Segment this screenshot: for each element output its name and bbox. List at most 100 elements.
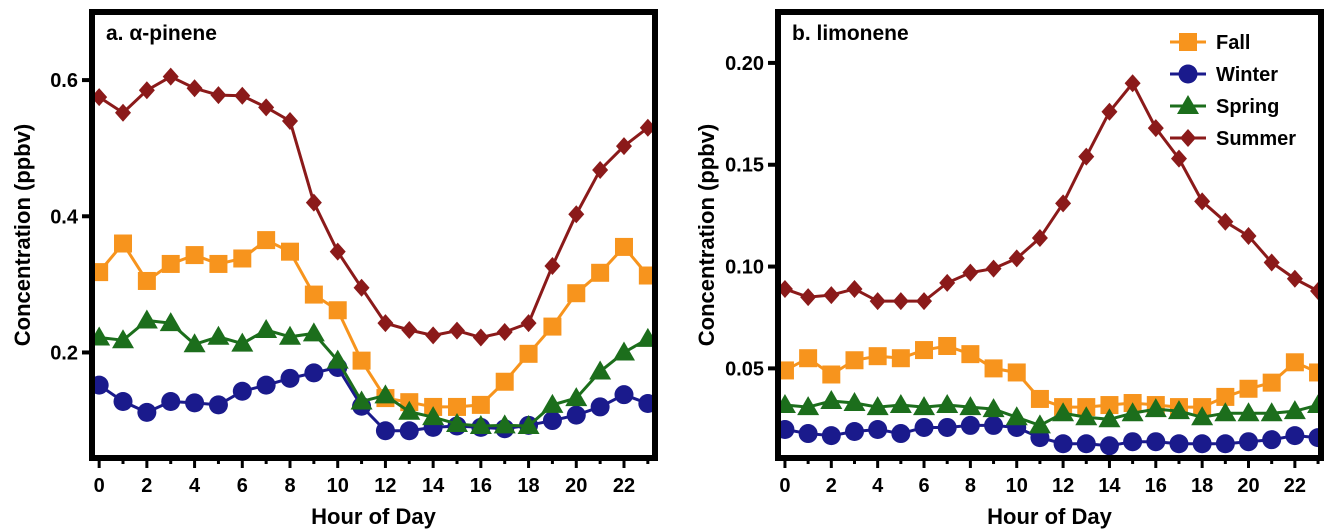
data-point-spring <box>231 332 254 352</box>
data-point-summer <box>162 67 179 86</box>
data-point-spring <box>1307 394 1318 414</box>
data-point-summer <box>258 98 275 117</box>
data-point-spring <box>1167 400 1190 420</box>
data-point-fall <box>891 349 910 368</box>
x-tick-label: 12 <box>1052 475 1074 497</box>
x-tick-label: 0 <box>94 475 105 497</box>
data-point-fall <box>114 234 133 253</box>
data-point-winter <box>1192 434 1212 454</box>
data-point-summer <box>305 193 322 212</box>
data-point-spring <box>374 384 397 404</box>
data-point-summer <box>639 118 652 137</box>
data-point-spring <box>350 390 373 410</box>
data-point-fall <box>233 249 252 268</box>
data-point-summer <box>425 326 442 345</box>
y-tick-label: 0.4 <box>50 206 79 228</box>
data-point-summer <box>210 86 227 105</box>
series-line-winter <box>784 423 1318 448</box>
data-point-spring <box>1028 414 1051 434</box>
legend-label-summer: Summer <box>1216 128 1296 150</box>
data-point-summer <box>1240 227 1257 246</box>
data-point-spring <box>95 326 111 346</box>
x-tick-label: 18 <box>517 475 539 497</box>
data-point-winter <box>937 417 957 437</box>
y-tick-label: 0.15 <box>725 155 764 177</box>
data-point-summer <box>846 279 863 298</box>
data-point-summer <box>1101 102 1118 121</box>
data-point-fall <box>822 365 841 384</box>
data-point-summer <box>353 278 370 297</box>
y-axis-title: Concentration (ppbv) <box>10 124 35 346</box>
data-point-spring <box>398 400 421 420</box>
data-point-spring <box>326 349 349 369</box>
data-point-winter <box>1215 434 1235 454</box>
data-point-spring <box>1052 402 1075 422</box>
data-point-summer <box>1147 119 1164 138</box>
data-point-spring <box>612 341 635 361</box>
data-point-spring <box>1075 406 1098 426</box>
data-point-winter <box>161 391 181 411</box>
data-point-winter <box>95 375 109 395</box>
legend-marker-spring <box>1177 95 1199 114</box>
data-point-summer <box>1217 212 1234 231</box>
data-point-spring <box>1144 398 1167 418</box>
data-point-spring <box>889 394 912 414</box>
data-point-winter <box>566 405 586 425</box>
data-point-spring <box>469 414 492 434</box>
y-tick-label: 0.05 <box>725 358 764 380</box>
data-point-spring <box>959 396 982 416</box>
plot-frame <box>89 9 658 461</box>
data-point-summer <box>544 256 561 275</box>
data-point-summer <box>781 279 793 298</box>
data-point-fall <box>638 266 652 285</box>
plot-frame <box>775 9 1324 461</box>
data-point-fall <box>1030 389 1049 408</box>
x-tick-label: 20 <box>565 475 587 497</box>
data-point-fall <box>281 242 300 261</box>
data-point-spring <box>1191 406 1214 426</box>
data-point-fall <box>961 345 980 364</box>
series-line-fall <box>98 238 649 409</box>
x-tick-label: 6 <box>918 475 929 497</box>
data-point-spring <box>1121 402 1144 422</box>
data-point-summer <box>962 263 979 282</box>
data-point-fall <box>328 301 347 320</box>
y-tick-label: 0.20 <box>725 53 764 75</box>
data-point-summer <box>186 79 203 98</box>
data-point-spring <box>302 322 325 342</box>
data-point-spring <box>112 329 135 349</box>
data-point-spring <box>820 389 843 409</box>
data-point-summer <box>496 323 513 342</box>
data-point-winter <box>1053 434 1073 454</box>
data-point-winter <box>844 422 864 442</box>
data-point-winter <box>984 415 1004 435</box>
data-point-fall <box>845 351 864 370</box>
x-tick-label: 20 <box>1237 475 1259 497</box>
data-point-spring <box>565 387 588 407</box>
legend-label-winter: Winter <box>1216 64 1278 86</box>
data-point-fall <box>447 397 466 416</box>
data-point-winter <box>1169 434 1189 454</box>
data-point-summer <box>1310 282 1318 300</box>
data-point-fall <box>1100 396 1119 415</box>
data-point-spring <box>1237 402 1260 422</box>
x-axis-title: Hour of Day <box>311 504 436 529</box>
data-point-winter <box>280 368 300 388</box>
data-point-spring <box>781 394 796 414</box>
data-point-summer <box>1008 249 1025 268</box>
data-point-spring <box>207 325 230 345</box>
data-point-winter <box>821 426 841 446</box>
data-point-summer <box>282 111 299 130</box>
x-tick-label: 0 <box>779 475 790 497</box>
data-point-fall <box>471 395 490 414</box>
data-point-fall <box>591 263 610 282</box>
data-point-summer <box>1055 194 1072 213</box>
data-point-fall <box>137 271 156 290</box>
x-tick-label: 2 <box>141 475 152 497</box>
data-point-summer <box>115 103 132 122</box>
data-point-winter <box>1262 430 1282 450</box>
data-point-fall <box>1007 363 1026 382</box>
data-point-winter <box>542 411 562 431</box>
data-point-spring <box>445 412 468 432</box>
